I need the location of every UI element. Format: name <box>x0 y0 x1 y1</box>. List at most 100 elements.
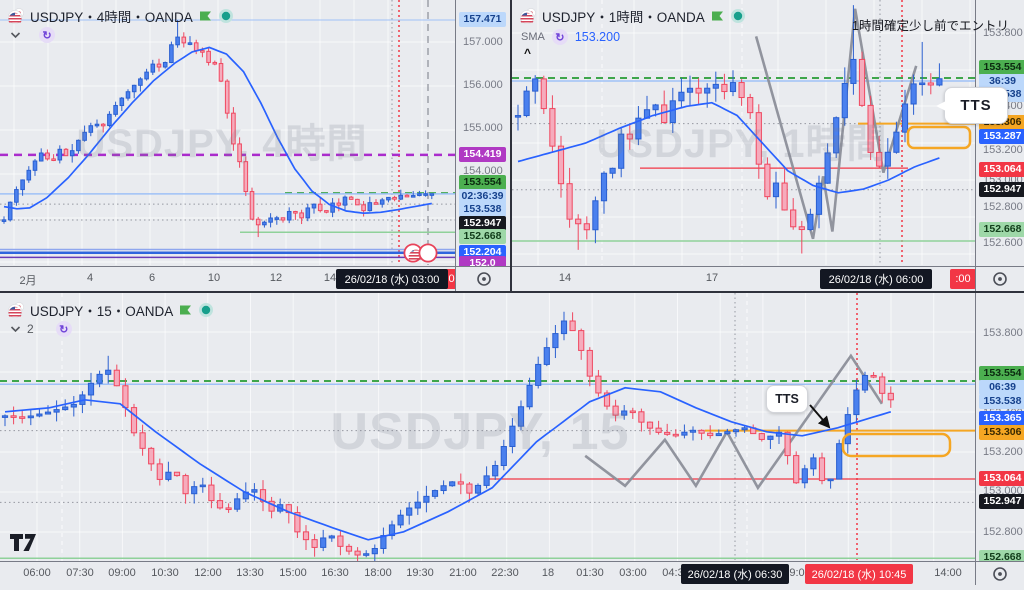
sync-indicator-icon[interactable]: ↻ <box>551 29 568 45</box>
candle <box>274 217 280 220</box>
candle <box>824 152 831 184</box>
price-badge[interactable]: 152.947 <box>979 182 1024 197</box>
time-axis-bottom[interactable]: 06:00 07:30 09:00 10:30 12:00 13:30 15:00 16:30… <box>0 561 1024 585</box>
pane-divider-vertical[interactable] <box>510 0 512 291</box>
candle <box>841 82 848 119</box>
candle <box>69 150 75 157</box>
candle <box>1 219 7 222</box>
legend-1h[interactable]: USDJPY・1時間・OANDA <box>520 6 746 26</box>
candle <box>798 226 805 231</box>
flag-marker-icon[interactable] <box>179 304 192 316</box>
price-badge[interactable]: 153.538 <box>459 202 506 217</box>
chart-pane-1h[interactable] <box>512 0 975 265</box>
candle <box>173 471 181 477</box>
price-badge[interactable]: 02:36:39 <box>459 189 506 204</box>
candle <box>681 431 688 436</box>
chart-pane-4h[interactable] <box>0 0 455 265</box>
candle <box>844 414 851 445</box>
price-badge[interactable]: 153.554 <box>979 60 1024 75</box>
symbol-title-1h[interactable]: USDJPY・1時間・OANDA <box>542 10 705 25</box>
candle <box>386 196 391 201</box>
market-status-dot-icon[interactable] <box>730 8 746 24</box>
price-badge[interactable]: 153.287 <box>979 129 1024 144</box>
price-badge[interactable]: 152.668 <box>979 222 1024 237</box>
legend-4h[interactable]: USDJPY・4時間・OANDA <box>8 6 234 26</box>
axis-tick: 152.800 <box>983 201 1023 213</box>
sma-line <box>4 386 892 541</box>
candle <box>105 369 112 375</box>
price-badge[interactable]: 153.365 <box>979 411 1024 426</box>
candle <box>807 213 814 231</box>
gear-icon[interactable] <box>992 271 1008 287</box>
gear-icon[interactable] <box>992 566 1008 582</box>
candle <box>638 411 645 423</box>
chart-pane-15m[interactable] <box>0 293 975 561</box>
sync-indicator-icon[interactable]: ↻ <box>39 27 55 43</box>
pane-divider-horizontal[interactable] <box>0 291 1024 293</box>
price-badge[interactable]: 152.947 <box>459 216 506 231</box>
zigzag-indicator <box>754 8 918 240</box>
candle <box>621 410 628 416</box>
axis-settings-corner[interactable] <box>455 266 512 291</box>
price-axis-15m[interactable]: 153.800153.400153.200153.000152.800153.5… <box>975 293 1024 561</box>
axis-settings-corner[interactable] <box>975 266 1024 291</box>
symbol-title-15m[interactable]: USDJPY・15・OANDA <box>30 304 174 319</box>
chevron-down-icon[interactable] <box>10 325 21 333</box>
price-axis-1h[interactable]: 153.800153.400153.200153.000152.800152.6… <box>975 0 1024 266</box>
candle <box>404 194 410 198</box>
market-status-dot-icon[interactable] <box>218 8 234 24</box>
candle <box>936 78 943 86</box>
price-badge[interactable]: 153.064 <box>979 162 1024 177</box>
candle <box>342 196 348 206</box>
price-badge[interactable]: 153.554 <box>979 366 1024 381</box>
price-badge[interactable]: 152.668 <box>979 550 1024 561</box>
candle <box>818 457 826 482</box>
candle <box>392 196 397 200</box>
tts-callout-1h[interactable]: TTS <box>936 87 1008 124</box>
price-badge[interactable]: 152.668 <box>459 229 506 244</box>
price-axis-4h[interactable]: 157.000 156.000 155.000 154.000 157.471 154.4… <box>455 0 512 266</box>
candle <box>36 413 43 417</box>
tts-callout-15m[interactable]: TTS <box>766 385 808 413</box>
axis-settings-corner[interactable] <box>975 561 1024 585</box>
chevron-down-icon[interactable] <box>10 31 21 39</box>
price-badge[interactable]: 36:39 <box>979 74 1024 89</box>
sma-indicator-label[interactable]: SMA <box>521 31 545 43</box>
candle <box>20 179 25 191</box>
candle <box>119 97 125 107</box>
price-badge[interactable]: 152.947 <box>979 494 1024 509</box>
price-badge[interactable]: 06:39 <box>979 380 1024 395</box>
candle <box>373 202 379 205</box>
tradingview-logo[interactable] <box>10 533 38 553</box>
symbol-title-4h[interactable]: USDJPY・4時間・OANDA <box>30 10 193 25</box>
price-badge[interactable]: 153.538 <box>979 394 1024 409</box>
candle <box>721 83 728 93</box>
flag-marker-icon[interactable] <box>199 10 212 22</box>
market-status-dot-icon[interactable] <box>198 302 214 318</box>
legend-15m[interactable]: USDJPY・15・OANDA <box>8 300 214 320</box>
price-badge[interactable]: 157.471 <box>459 12 506 27</box>
gear-icon[interactable] <box>476 271 492 287</box>
legend-4h-row2[interactable]: ↻ <box>10 27 55 43</box>
price-badge[interactable]: 153.306 <box>979 425 1024 440</box>
candle <box>552 333 559 349</box>
candle <box>175 36 180 46</box>
price-badge[interactable]: 152.0 <box>459 256 506 266</box>
time-label: 10:30 <box>151 567 179 579</box>
time-label: 09:00 <box>783 567 811 579</box>
candle <box>218 63 224 82</box>
candle <box>224 80 230 114</box>
sync-indicator-icon[interactable]: ↻ <box>55 321 72 337</box>
economic-event-icons[interactable] <box>402 242 440 264</box>
price-badge[interactable]: 153.064 <box>979 471 1024 486</box>
flag-marker-icon[interactable] <box>711 10 724 22</box>
candle <box>53 409 60 413</box>
candle <box>893 131 900 153</box>
candle <box>704 87 711 94</box>
candle <box>294 512 301 533</box>
legend-1h-row2[interactable]: SMA ↻ 153.200 <box>521 29 620 45</box>
legend-15m-row2[interactable]: 2 ↻ <box>10 321 72 337</box>
price-badge[interactable]: 153.554 <box>459 175 506 190</box>
price-badge[interactable]: 154.419 <box>459 147 506 162</box>
